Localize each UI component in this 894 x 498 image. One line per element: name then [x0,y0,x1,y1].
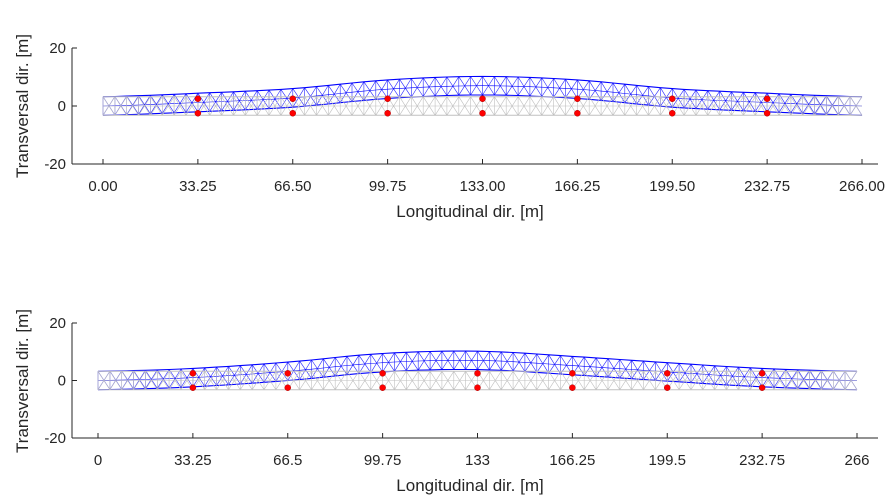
support-point [189,370,197,377]
support-point [379,370,386,377]
support-point [574,110,581,117]
support-point [289,110,296,117]
x-axis-2: 0 33.25 66.5 99.75 133 166.25 199.5 232.75 266 L… [72,433,878,495]
y-tick-label: 20 [49,315,66,332]
support-point [474,370,481,377]
x-tick-label: 266 [844,452,869,469]
support-point [189,384,197,391]
x-tick-label: 33.25 [174,452,212,469]
support-point [758,384,766,391]
chart-panel-2: 20 0 -20 Transversal dir. [m] 0 33.25 66.5… [13,309,878,495]
y-axis-1: 20 0 -20 Transversal dir. [m] [13,34,77,178]
support-point [474,384,481,391]
support-point [289,95,296,102]
y-axis-2: 20 0 -20 Transversal dir. [m] [13,309,77,453]
y-tick-label: 0 [58,98,66,115]
support-point [379,384,386,391]
support-markers [194,95,771,117]
truss-diagonals [102,96,863,116]
x-tick-label: 199.50 [649,178,695,195]
plot-area-1 [102,75,863,117]
support-point [284,384,291,391]
x-axis-label: Longitudinal dir. [m] [396,202,543,221]
support-point [384,95,391,102]
support-point [574,95,581,102]
support-point [763,95,771,102]
x-tick-label: 66.5 [273,452,302,469]
y-tick-label: 0 [58,373,66,390]
support-point [384,110,391,117]
support-point [194,95,202,102]
x-tick-label: 66.50 [274,178,312,195]
truss-diagonals [97,371,858,390]
support-point [664,370,671,377]
x-tick-label: 166.25 [554,178,600,195]
support-markers [189,370,766,391]
support-point [669,95,676,102]
x-tick-label: 33.25 [179,178,217,195]
plot-area-2 [97,350,858,391]
x-tick-label: 0.00 [88,178,117,195]
x-tick-label: 99.75 [369,178,407,195]
support-point [669,110,676,117]
support-point [479,95,486,102]
x-tick-label: 266.00 [839,178,885,195]
x-tick-label: 232.75 [739,452,785,469]
x-tick-label: 133.00 [460,178,506,195]
x-tick-label: 232.75 [744,178,790,195]
support-point [763,110,771,117]
x-tick-label: 199.5 [648,452,686,469]
support-point [664,384,671,391]
support-point [479,110,486,117]
x-tick-label: 166.25 [549,452,595,469]
support-point [194,110,202,117]
x-tick-label: 99.75 [364,452,402,469]
x-axis-label: Longitudinal dir. [m] [396,476,543,495]
y-axis-label: Transversal dir. [m] [13,34,32,178]
support-point [569,384,576,391]
support-point [758,370,766,377]
support-point [284,370,291,377]
y-axis-label: Transversal dir. [m] [13,309,32,453]
y-tick-label: 20 [49,40,66,57]
support-point [569,370,576,377]
y-tick-label: -20 [44,156,66,173]
x-tick-label: 0 [94,452,102,469]
y-tick-label: -20 [44,430,66,447]
x-axis-1: 0.00 33.25 66.50 99.75 133.00 166.25 199.50 232… [72,159,885,221]
chart-panel-1: 20 0 -20 Transversal dir. [m] 0.00 33.25 6… [13,34,885,221]
x-tick-label: 133 [465,452,490,469]
